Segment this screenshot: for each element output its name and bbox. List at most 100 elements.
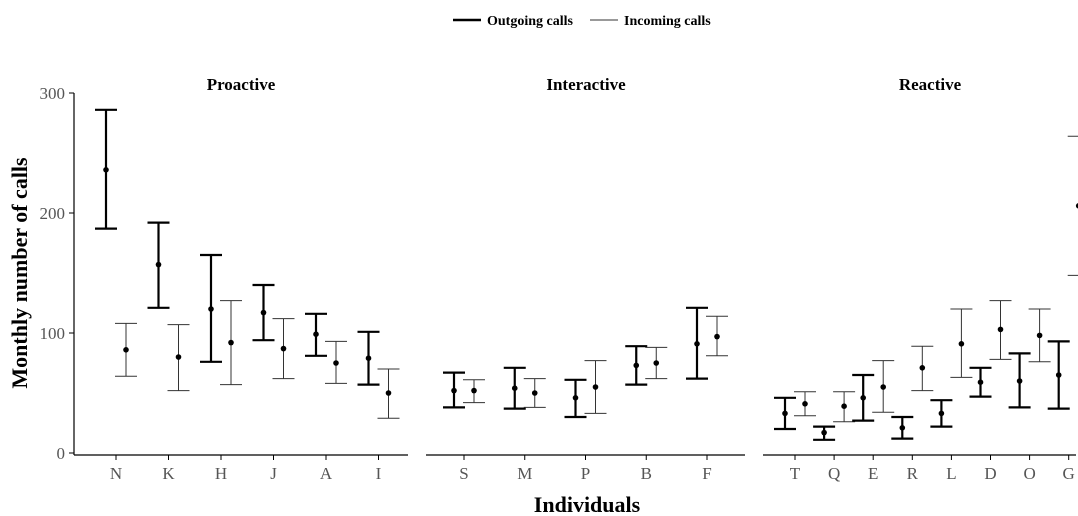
- y-tick-label: 0: [57, 444, 66, 463]
- error-bar-outgoing-M: [503, 366, 526, 410]
- mean-point-incoming: [1036, 332, 1043, 339]
- mean-point-outgoing: [313, 331, 319, 338]
- mean-point-outgoing: [260, 309, 267, 316]
- x-tick-label: O: [1023, 464, 1035, 483]
- mean-point-outgoing: [103, 167, 109, 173]
- x-tick-label: N: [110, 464, 122, 483]
- error-bar-incoming-L: [950, 308, 973, 378]
- x-tick-label: H: [215, 464, 227, 483]
- mean-point-outgoing: [694, 341, 700, 347]
- panel-proactive: Proactive 0 100 200 300 N K H J A I: [40, 75, 408, 483]
- error-bar-incoming-F: [706, 315, 728, 357]
- x-tick-label: T: [790, 464, 801, 483]
- mean-point-outgoing: [572, 395, 579, 401]
- mean-point-outgoing: [511, 385, 518, 392]
- x-tick-label: S: [459, 464, 468, 483]
- error-bar-incoming-S: [463, 379, 485, 404]
- mean-point-incoming: [592, 384, 599, 390]
- error-bar-incoming-T: [794, 391, 816, 417]
- error-bar-incoming-G: [1067, 135, 1078, 276]
- mean-point-incoming: [880, 384, 886, 390]
- error-bar-outgoing-P: [564, 378, 587, 419]
- error-bar-outgoing-G: [1047, 340, 1070, 410]
- legend-label-outgoing: Outgoing calls: [487, 14, 574, 29]
- error-bar-outgoing-F: [686, 306, 708, 380]
- error-bar-outgoing-O: [1008, 352, 1031, 409]
- error-bar-incoming-E: [872, 360, 895, 413]
- legend-label-incoming: Incoming calls: [624, 14, 711, 29]
- error-bar-incoming-B: [645, 346, 668, 380]
- error-bar-outgoing-J: [252, 283, 275, 342]
- mean-point-incoming: [841, 403, 847, 410]
- y-tick-label: 300: [40, 84, 66, 103]
- mean-point-outgoing: [451, 387, 457, 394]
- mean-point-incoming: [1075, 203, 1078, 209]
- x-axis-title: Individuals: [534, 492, 641, 516]
- mean-point-outgoing: [155, 261, 162, 268]
- error-bar-outgoing-S: [443, 371, 465, 409]
- x-tick-label: J: [270, 464, 277, 483]
- x-tick-label: B: [641, 464, 652, 483]
- legend: Outgoing calls Incoming calls: [453, 14, 711, 29]
- mean-point-incoming: [175, 354, 182, 360]
- mean-point-incoming: [471, 387, 477, 394]
- error-bar-incoming-M: [523, 378, 546, 408]
- error-bar-outgoing-D: [969, 366, 992, 398]
- mean-point-outgoing: [821, 429, 827, 436]
- mean-point-incoming: [385, 390, 392, 396]
- x-tick-label: R: [907, 464, 919, 483]
- panel-title: Proactive: [207, 75, 276, 94]
- x-tick-label: L: [946, 464, 956, 483]
- panels: Proactive 0 100 200 300 N K H J A I Interactive S M P B…: [40, 75, 1078, 483]
- mean-point-incoming: [958, 341, 965, 347]
- mean-point-incoming: [228, 339, 234, 346]
- x-tick-label: P: [581, 464, 590, 483]
- error-bar-incoming-Q: [833, 391, 856, 423]
- error-bar-incoming-D: [989, 300, 1012, 360]
- mean-point-outgoing: [1055, 372, 1062, 378]
- mean-point-outgoing: [365, 355, 372, 362]
- error-bar-outgoing-B: [625, 345, 648, 386]
- mean-point-incoming: [714, 333, 720, 340]
- x-tick-label: I: [376, 464, 382, 483]
- mean-point-outgoing: [208, 306, 214, 312]
- error-bar-incoming-A: [325, 340, 347, 384]
- mean-point-incoming: [919, 365, 926, 371]
- error-bar-outgoing-L: [930, 399, 953, 428]
- panel-title: Interactive: [546, 75, 626, 94]
- x-tick-label: G: [1063, 464, 1075, 483]
- panel-reactive: Reactive T Q E R L D O G: [763, 75, 1078, 483]
- mean-point-incoming: [123, 347, 129, 353]
- error-bar-incoming-N: [115, 322, 137, 377]
- y-tick-label: 200: [40, 204, 66, 223]
- mean-point-outgoing: [860, 395, 866, 401]
- error-bar-outgoing-E: [852, 373, 875, 422]
- x-tick-label: K: [162, 464, 175, 483]
- x-tick-label: F: [702, 464, 711, 483]
- error-bar-incoming-I: [377, 368, 400, 419]
- error-bar-incoming-K: [167, 324, 190, 392]
- error-bar-incoming-J: [272, 318, 295, 380]
- x-tick-label: D: [984, 464, 996, 483]
- error-bar-outgoing-Q: [813, 425, 836, 441]
- error-bar-outgoing-I: [357, 330, 380, 386]
- mean-point-incoming: [802, 401, 808, 407]
- mean-point-incoming: [333, 360, 339, 366]
- error-bar-incoming-R: [911, 345, 934, 392]
- panel-interactive: Interactive S M P B F: [426, 75, 745, 483]
- error-bar-outgoing-R: [891, 415, 914, 440]
- x-tick-label: A: [320, 464, 333, 483]
- error-bar-outgoing-H: [200, 253, 222, 363]
- mean-point-incoming: [997, 326, 1004, 333]
- error-bar-outgoing-A: [305, 312, 327, 357]
- panel-title: Reactive: [899, 75, 962, 94]
- error-bar-incoming-P: [584, 360, 607, 414]
- x-tick-label: E: [868, 464, 878, 483]
- mean-point-incoming: [280, 345, 287, 352]
- error-bar-incoming-H: [220, 300, 242, 386]
- mean-point-outgoing: [938, 410, 945, 417]
- x-tick-label: M: [517, 464, 532, 483]
- error-bar-outgoing-T: [774, 396, 796, 431]
- mean-point-outgoing: [899, 425, 906, 431]
